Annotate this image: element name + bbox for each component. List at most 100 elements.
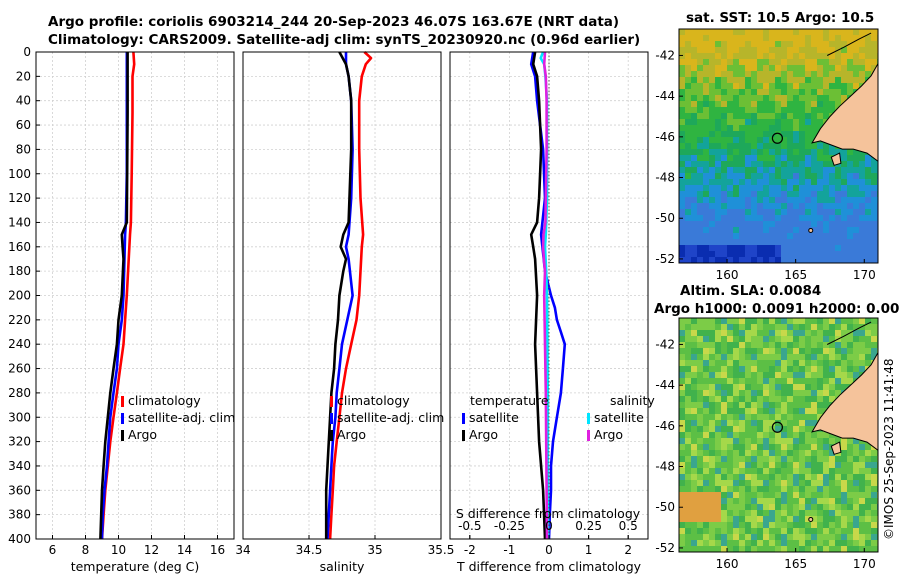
- map-cell: [811, 77, 818, 84]
- map-cell: [751, 378, 758, 385]
- map-cell: [703, 167, 710, 174]
- map-cell: [865, 209, 872, 216]
- map-cell: [805, 83, 812, 90]
- map-cell: [739, 245, 746, 252]
- map-cell: [679, 402, 686, 409]
- map-cell: [709, 534, 716, 541]
- map-cell: [817, 113, 824, 120]
- map-cell: [793, 245, 800, 252]
- map-cell: [811, 330, 818, 337]
- map-cell: [715, 402, 722, 409]
- map-cell: [871, 53, 878, 60]
- map-cell: [811, 456, 818, 463]
- map-cell: [847, 534, 854, 541]
- map-cell: [775, 450, 782, 457]
- map-cell: [703, 77, 710, 84]
- map-cell: [805, 125, 812, 132]
- map-cell: [751, 342, 758, 349]
- map-cell: [859, 59, 866, 66]
- map-cell: [679, 107, 686, 114]
- map-cell: [781, 396, 788, 403]
- map-cell: [865, 257, 872, 263]
- map-cell: [865, 510, 872, 517]
- map-cell: [769, 197, 776, 204]
- map-cell: [829, 456, 836, 463]
- map-cell: [865, 504, 872, 511]
- map-cell: [793, 41, 800, 48]
- map-cell: [817, 107, 824, 114]
- map-cell: [703, 390, 710, 397]
- map-cell: [787, 143, 794, 150]
- map-cell: [697, 251, 704, 258]
- map-cell: [859, 504, 866, 511]
- map-cell: [733, 227, 740, 234]
- map-cell: [715, 450, 722, 457]
- map-cell: [757, 318, 764, 325]
- map-y-tick-label: -44: [655, 89, 675, 103]
- map-cell: [691, 137, 698, 144]
- map-cell: [853, 342, 860, 349]
- map-cell: [703, 546, 710, 552]
- map-cell: [679, 83, 686, 90]
- map-cell: [865, 516, 872, 523]
- map-cell: [775, 65, 782, 72]
- map-cell: [697, 510, 704, 517]
- map-cell: [811, 107, 818, 114]
- map-cell: [829, 167, 836, 174]
- map-cell: [715, 432, 722, 439]
- map-cell: [733, 245, 740, 252]
- map-cell: [733, 318, 740, 325]
- map-cell: [691, 47, 698, 54]
- map-cell: [817, 119, 824, 126]
- map-cell: [685, 209, 692, 216]
- map-cell: [685, 149, 692, 156]
- map-cell: [769, 372, 776, 379]
- map-cell: [829, 101, 836, 108]
- map-x-tick-label: 165: [784, 268, 807, 282]
- map-cell: [781, 47, 788, 54]
- map-cell: [751, 71, 758, 78]
- map-cell: [871, 179, 878, 186]
- map-cell: [691, 534, 698, 541]
- map-cell: [733, 450, 740, 457]
- map-cell: [787, 414, 794, 421]
- map-cell: [865, 348, 872, 355]
- map-cell: [841, 486, 848, 493]
- map-cell: [697, 77, 704, 84]
- map-cell: [745, 239, 752, 246]
- map-cell: [727, 432, 734, 439]
- map-cell: [757, 203, 764, 210]
- map-cell: [823, 245, 830, 252]
- map-cell: [835, 203, 842, 210]
- map-cell: [859, 53, 866, 60]
- map-cell: [727, 173, 734, 180]
- coastline: [826, 32, 872, 56]
- map-cell: [829, 516, 836, 523]
- map-cell: [685, 35, 692, 42]
- map-cell: [799, 528, 806, 535]
- map-cell: [685, 167, 692, 174]
- map-cell: [787, 528, 794, 535]
- map-cell: [745, 77, 752, 84]
- map-cell: [811, 510, 818, 517]
- map-cell: [757, 426, 764, 433]
- map-cell: [775, 29, 782, 36]
- map-cell: [715, 480, 722, 487]
- map-cell: [769, 251, 776, 258]
- map-cell: [847, 468, 854, 475]
- map-cell: [679, 35, 686, 42]
- map-cell: [775, 438, 782, 445]
- map-cell: [739, 408, 746, 415]
- map-cell: [799, 534, 806, 541]
- map-cell: [781, 227, 788, 234]
- map-cell: [697, 71, 704, 78]
- map-cell: [727, 324, 734, 331]
- map-cell: [853, 35, 860, 42]
- map-cell: [679, 119, 686, 126]
- map-cell: [697, 161, 704, 168]
- map-cell: [859, 41, 866, 48]
- map-cell: [781, 498, 788, 505]
- map-cell: [769, 384, 776, 391]
- map-cell: [751, 432, 758, 439]
- map-cell: [841, 372, 848, 379]
